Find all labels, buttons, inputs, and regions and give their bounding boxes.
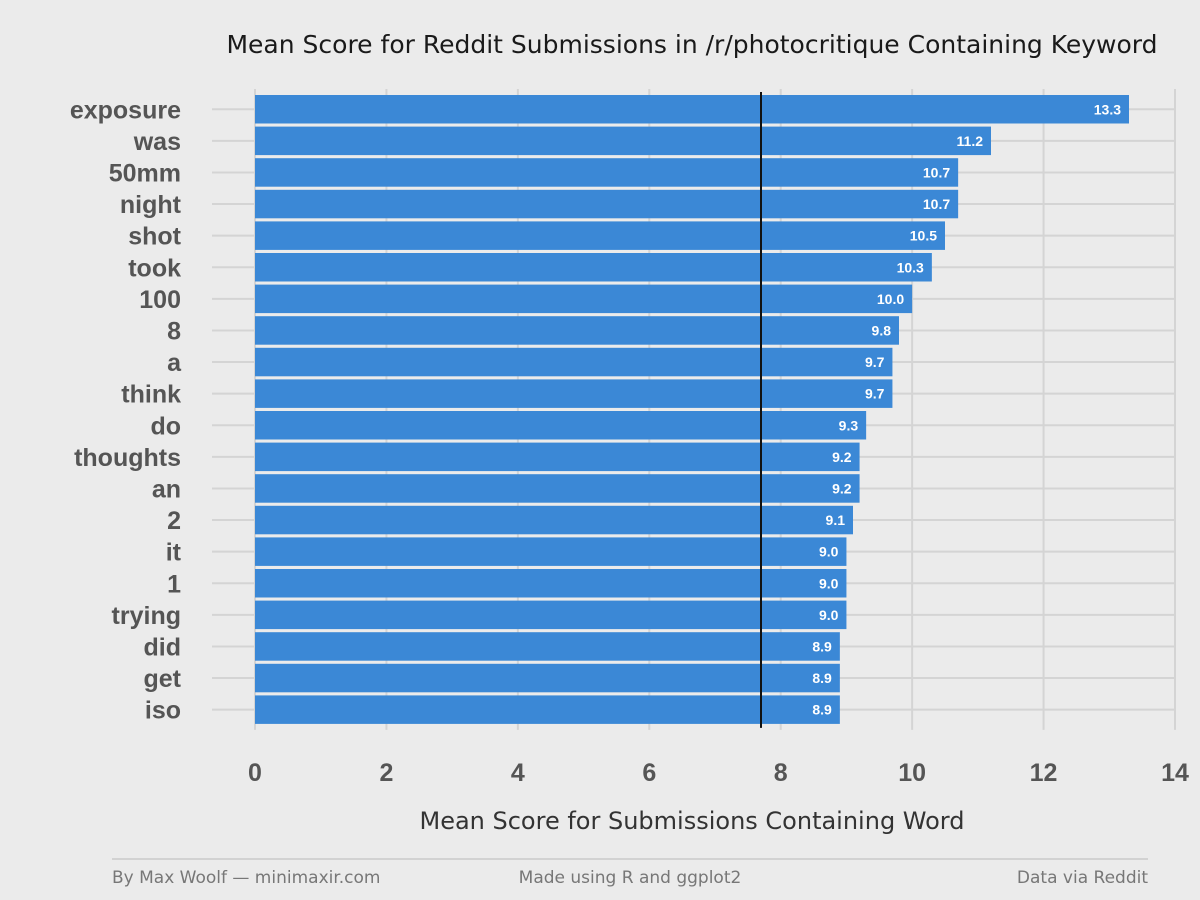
bar-trying [255, 600, 847, 630]
bars-layer [255, 95, 1129, 724]
category-label: 50mm [109, 159, 181, 187]
bar-value-label: 9.7 [865, 386, 885, 402]
x-tick-label: 14 [1161, 759, 1189, 787]
category-label: 100 [139, 286, 181, 314]
bar-get [255, 663, 840, 693]
x-axis-title: Mean Score for Submissions Containing Wo… [419, 807, 964, 835]
bar-do [255, 411, 867, 440]
category-label: 2 [167, 507, 181, 535]
footer-source: Data via Reddit [1017, 868, 1148, 888]
bar-value-label: 8.9 [812, 702, 832, 718]
category-label: an [152, 475, 181, 503]
bar-value-label: 11.2 [957, 133, 984, 149]
labels-layer: 13.3 exposure 11.2 was 10.7 50mm 10.7 night 10.5… [70, 96, 1121, 724]
bar-value-label: 10.0 [877, 291, 904, 307]
bar-value-label: 9.7 [865, 354, 885, 370]
category-label: iso [145, 697, 181, 725]
x-tick-label: 4 [511, 759, 525, 787]
bar-value-label: 9.2 [832, 449, 852, 465]
bar-value-label: 10.3 [897, 259, 924, 275]
bar-value-label: 13.3 [1094, 101, 1121, 117]
x-tick-label: 10 [898, 759, 926, 787]
category-label: night [120, 191, 182, 219]
bar-shot [255, 221, 945, 250]
bar-100 [255, 284, 913, 314]
category-label: get [144, 665, 182, 693]
bar-value-label: 8.9 [812, 670, 832, 686]
bar-iso [255, 695, 840, 724]
category-label: did [144, 633, 182, 661]
bar-a [255, 347, 893, 377]
bar-took [255, 253, 932, 282]
x-tick-label: 6 [642, 759, 656, 787]
bar-value-label: 8.9 [812, 638, 832, 654]
bar-it [255, 537, 847, 566]
x-tick-label: 12 [1030, 759, 1058, 787]
bar-an [255, 474, 860, 503]
bar-8 [255, 316, 899, 345]
x-axis: 0 2 4 6 8 10 12 14 [248, 759, 1189, 787]
bar-did [255, 632, 840, 661]
category-label: was [133, 128, 181, 156]
bar-was [255, 126, 991, 156]
x-tick-label: 8 [774, 759, 788, 787]
category-label: trying [112, 602, 181, 630]
category-label: exposure [70, 96, 181, 124]
bar-value-label: 9.8 [872, 322, 892, 338]
bar-value-label: 9.2 [832, 480, 852, 496]
category-label: thoughts [74, 444, 181, 472]
bar-think [255, 379, 893, 408]
category-label: a [167, 349, 182, 377]
category-label: shot [128, 223, 181, 251]
category-label: it [166, 539, 182, 567]
bar-value-label: 9.1 [826, 512, 846, 528]
category-label: 8 [167, 317, 181, 345]
bar-value-label: 10.7 [923, 164, 950, 180]
bar-thoughts [255, 442, 860, 472]
category-label: took [128, 254, 181, 282]
bar-1 [255, 569, 847, 598]
bar-value-label: 9.0 [819, 607, 839, 623]
category-label: think [121, 381, 181, 409]
bar-value-label: 9.0 [819, 544, 839, 560]
bar-50mm [255, 158, 959, 187]
bar-exposure [255, 95, 1129, 124]
bar-value-label: 9.0 [819, 575, 839, 591]
chart-title: Mean Score for Reddit Submissions in /r/… [226, 30, 1157, 59]
footer-tools: Made using R and ggplot2 [519, 868, 742, 888]
bar-value-label: 10.5 [910, 228, 937, 244]
bar-night [255, 189, 959, 219]
bar-value-label: 10.7 [923, 196, 950, 212]
category-label: do [150, 412, 181, 440]
footer-credit: By Max Woolf — minimaxir.com [112, 868, 381, 888]
x-tick-label: 0 [248, 759, 262, 787]
bar-value-label: 9.3 [839, 417, 859, 433]
category-label: 1 [167, 570, 181, 598]
x-tick-label: 2 [379, 759, 393, 787]
bar-2 [255, 505, 853, 535]
